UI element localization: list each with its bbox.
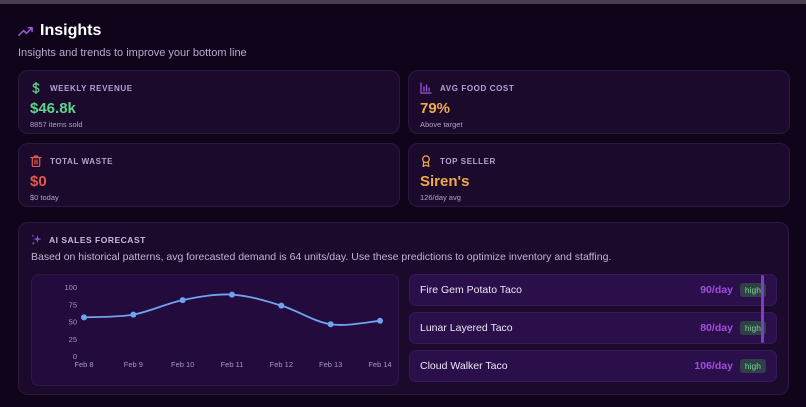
- stat-value: 79%: [420, 100, 451, 117]
- stat-subtext: Above target: [420, 120, 463, 129]
- data-point[interactable]: [377, 317, 383, 324]
- y-tick-label: 0: [73, 352, 77, 361]
- item-rate: 80/day: [700, 322, 733, 334]
- item-rate: 90/day: [700, 284, 733, 296]
- data-point[interactable]: [130, 311, 137, 318]
- demand-badge: high: [739, 359, 766, 373]
- forecast-chart: 100 75 50 25 0 Feb 8 Feb 9 Feb 10 Feb 11 Feb 12 Fe…: [31, 274, 399, 386]
- item-name: Lunar Layered Taco: [420, 322, 513, 334]
- window-top-bar: [0, 0, 806, 4]
- list-scrollbar[interactable]: [761, 275, 764, 343]
- page-header: Insights Insights and trends to improve …: [18, 22, 247, 59]
- x-tick-label: Feb 14: [368, 360, 391, 369]
- x-tick-label: Feb 8: [74, 360, 93, 369]
- bar-chart-icon: [420, 82, 432, 94]
- stat-card-total-waste: TOTAL WASTE $0 $0 today: [18, 143, 400, 207]
- stat-value: $0: [30, 173, 47, 190]
- stat-label: TOP SELLER: [440, 156, 496, 166]
- item-rate: 106/day: [694, 360, 733, 372]
- stat-value: Siren's: [420, 173, 470, 190]
- sparkles-icon: [31, 234, 42, 245]
- forecast-description: Based on historical patterns, avg foreca…: [31, 251, 612, 263]
- y-tick-label: 50: [69, 318, 77, 327]
- stat-label: TOTAL WASTE: [50, 156, 114, 166]
- x-tick-label: Feb 9: [124, 360, 143, 369]
- item-name: Cloud Walker Taco: [420, 360, 508, 372]
- stat-label: AVG FOOD COST: [440, 83, 515, 93]
- stat-subtext: 126/day avg: [420, 193, 461, 202]
- page-subtitle: Insights and trends to improve your bott…: [18, 47, 247, 59]
- forecast-item[interactable]: Cloud Walker Taco 106/day high: [409, 350, 777, 382]
- x-tick-label: Feb 10: [171, 360, 194, 369]
- data-point[interactable]: [327, 321, 334, 328]
- item-name: Fire Gem Potato Taco: [420, 284, 522, 296]
- data-point[interactable]: [179, 297, 186, 304]
- x-tick-label: Feb 12: [270, 360, 293, 369]
- stat-card-avg-food-cost: AVG FOOD COST 79% Above target: [408, 70, 790, 134]
- stat-card-top-seller: TOP SELLER Siren's 126/day avg: [408, 143, 790, 207]
- ai-sales-forecast-card: AI SALES FORECAST Based on historical pa…: [18, 222, 789, 395]
- y-tick-label: 25: [69, 335, 77, 344]
- trending-up-icon: [18, 26, 33, 36]
- x-tick-label: Feb 13: [319, 360, 342, 369]
- x-tick-label: Feb 11: [221, 360, 244, 369]
- forecast-item[interactable]: Lunar Layered Taco 80/day high: [409, 312, 777, 344]
- data-point[interactable]: [81, 314, 87, 321]
- dollar-icon: [32, 82, 40, 94]
- forecast-title: AI SALES FORECAST: [49, 234, 146, 245]
- stat-card-weekly-revenue: WEEKLY REVENUE $46.8k 8857 items sold: [18, 70, 400, 134]
- forecast-item[interactable]: Fire Gem Potato Taco 90/day high: [409, 274, 777, 306]
- stat-subtext: 8857 items sold: [30, 120, 83, 129]
- stat-value: $46.8k: [30, 100, 76, 117]
- page-title: Insights: [40, 22, 102, 39]
- award-icon: [422, 155, 430, 167]
- data-point[interactable]: [229, 291, 235, 298]
- demand-badge: high: [739, 321, 766, 335]
- demand-badge: high: [739, 283, 766, 297]
- forecast-list: Fire Gem Potato Taco 90/day high Lunar L…: [409, 274, 777, 386]
- stat-subtext: $0 today: [30, 193, 59, 202]
- y-tick-label: 100: [64, 283, 77, 292]
- trash-icon: [30, 155, 42, 167]
- y-tick-label: 75: [69, 300, 77, 309]
- stat-label: WEEKLY REVENUE: [50, 83, 133, 93]
- forecast-line: [83, 293, 381, 326]
- data-point[interactable]: [278, 302, 285, 309]
